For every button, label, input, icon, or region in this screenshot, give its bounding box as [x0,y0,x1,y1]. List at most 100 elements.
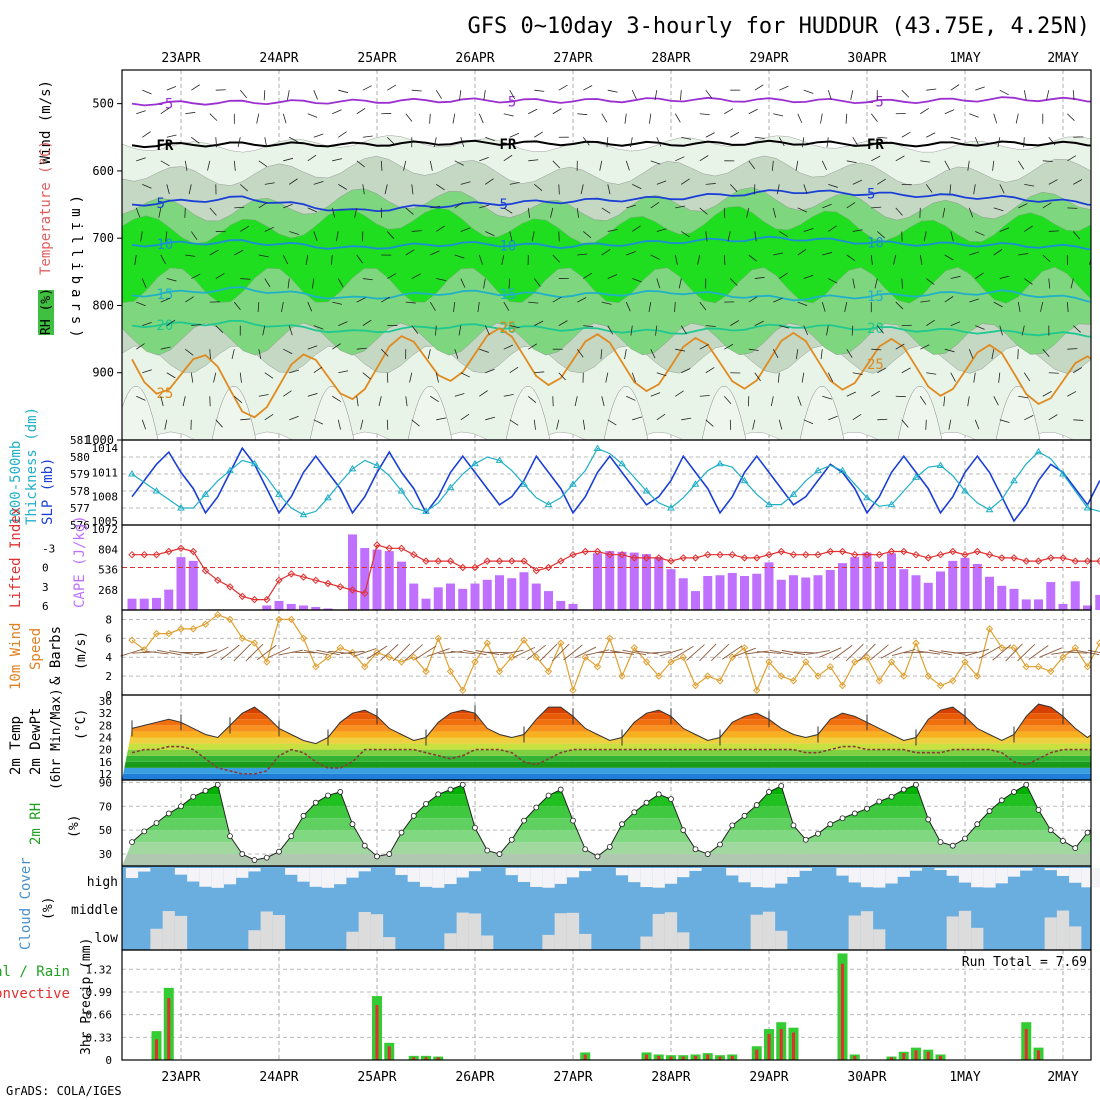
wind-barb [1070,278,1074,289]
wind-barb-10m [193,649,218,656]
wind-barb-10m [463,649,487,656]
isotherm-label: 15 [867,289,884,305]
wind-barb-10m [156,649,181,656]
wind-barb [650,201,660,209]
precip-convective-bar [755,1049,759,1060]
cape-bar [703,575,713,610]
isotherm-label: -5 [500,94,517,110]
wind-barb [136,110,146,115]
rh-point [876,798,883,805]
wind-barb [944,348,955,353]
thickness-point [226,466,234,474]
li-point [263,595,271,604]
wind-barb [656,137,662,147]
wind-barb [386,419,389,430]
wind-speed-point [740,644,749,652]
wind-barb [207,160,211,171]
rh-point [692,846,699,853]
wind-barb [528,343,537,350]
li-point [495,557,504,565]
cape-bar [923,582,933,610]
wind-barb [287,278,290,289]
rh-point [521,817,527,824]
thickness-line [131,447,1100,516]
wind-barb [656,372,667,377]
wind-barb [795,349,799,360]
wind-barb [993,301,1003,308]
wind-barb [558,320,568,326]
bottom-date-label: 23APR [161,1070,200,1085]
wind-barb [485,136,495,142]
cloud-high-clear [762,868,776,888]
wind-barb-10m [819,647,842,658]
cape-bar [887,553,896,610]
wind-label-4: (m/s) [74,631,89,670]
precip-convective-bar [583,1054,587,1060]
wind-barb-10m [916,650,941,655]
cape-bar [740,575,749,610]
wind-barb [258,160,268,167]
cloud-high-clear [346,868,359,878]
li-tick-label: 0 [42,562,49,575]
wind-barb [191,136,200,144]
wind-barb [1097,231,1098,241]
li-point [618,550,626,559]
precip-label-conv: Convective [0,986,70,1002]
wind-speed-point [471,658,479,666]
ua-ytick-label: 900 [92,366,114,380]
wind-barb [826,137,829,148]
wind-barb [901,131,911,138]
wind-barb [925,419,927,430]
wind-barb [754,136,765,139]
wind-barb [281,302,284,312]
wind-barb [160,297,171,303]
wind-barb-10m [622,649,647,656]
wind-barb [166,278,177,282]
cloud-high-clear [652,868,665,888]
wind-barb [1017,302,1021,312]
wind-barb [748,160,756,170]
cape-bar [874,561,884,610]
wind-barb-10m [404,644,423,661]
wind-tick-label: 2 [105,670,112,683]
wind-barb [754,320,764,326]
li-point [385,544,394,553]
thickness-point [569,480,577,487]
wind-barb [727,231,731,242]
cloud-high-clear [542,868,555,888]
wind-barb [895,207,903,216]
wind-barb [950,372,956,382]
wind-speed-point [887,658,896,666]
dry-surface-lobe [897,386,943,440]
wind-barb [999,184,1005,194]
wind-barb [926,372,937,375]
li-point [912,550,920,559]
rh-band-fill [122,818,1091,831]
temp-tick-label: 28 [99,719,112,732]
wind-barb [845,113,848,124]
cloud-high-clear [836,868,849,876]
slp-tick-label: 1014 [92,442,119,455]
wind-barb [460,413,470,421]
wind-barb [950,231,954,242]
bottom-date-label: 25APR [357,1070,396,1085]
li-point [410,550,418,559]
wind-barb [405,301,416,304]
cloud-high-clear [138,868,151,872]
rh-point [337,789,344,795]
wind-barb [705,89,713,99]
wind-barb [576,348,584,358]
rh-point [239,851,246,857]
wind-speed-point [630,644,639,652]
wind-barb [877,178,886,185]
rh-point [717,841,723,848]
wind-barb [142,131,151,138]
cloud-high-clear [1007,868,1021,877]
cloud-low-clear [652,913,665,950]
wind-barb-10m [233,643,252,662]
cloud-level-label: middle [71,903,118,918]
wind-barb [142,183,152,189]
wind-barb [509,325,520,329]
cloud-high-clear [958,868,972,883]
